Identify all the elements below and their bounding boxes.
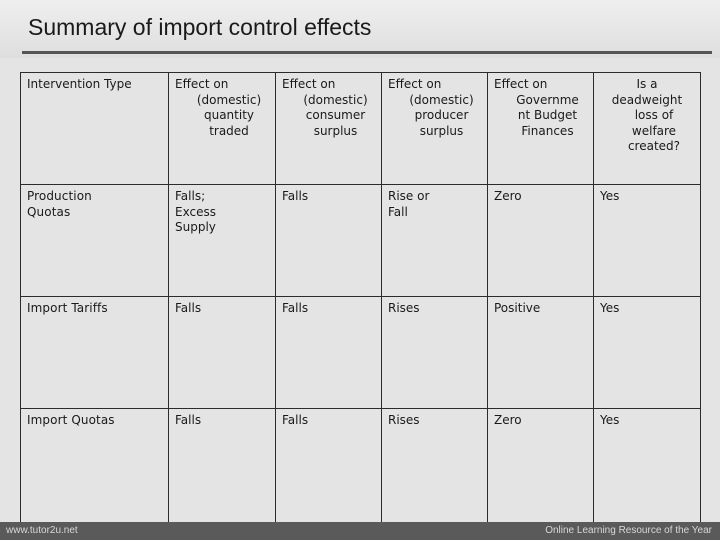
title-bar: Summary of import control effects [0, 0, 720, 58]
row-producer: Rises [381, 408, 488, 523]
row-producer: Rises [381, 296, 488, 409]
row-quantity: Falls [168, 296, 276, 409]
row-producer-line: Rises [388, 413, 420, 427]
row-producer-line: Rises [388, 301, 420, 315]
row-intervention-line: Import Quotas [27, 413, 115, 427]
row-consumer: Falls [275, 184, 382, 297]
header-producer-line: Effect on [388, 77, 442, 91]
row-intervention: Import Tariffs [20, 296, 169, 409]
row-intervention-line: Import Tariffs [27, 301, 108, 315]
table-row: Import Quotas Falls Falls Rises Zero Yes [20, 408, 701, 523]
row-quantity-line: Falls; [175, 189, 206, 203]
header-quantity-line: (domestic) [196, 92, 262, 107]
row-deadweight: Yes [593, 408, 701, 523]
header-deadweight-line: created? [627, 139, 681, 153]
row-deadweight: Yes [593, 296, 701, 409]
row-producer-line: Fall [388, 204, 408, 219]
header-government: Effect on Governme nt Budget Finances [487, 72, 594, 185]
header-deadweight-line: welfare [631, 123, 677, 138]
header-government-line: Finances [521, 123, 574, 138]
summary-table: Intervention Type Effect on (domestic) q… [20, 72, 701, 523]
header-quantity-line: quantity [203, 108, 255, 122]
header-intervention-type: Intervention Type [20, 72, 169, 185]
footer-website: www.tutor2u.net [6, 525, 78, 536]
header-quantity-line: traded [209, 123, 249, 138]
table-header-row: Intervention Type Effect on (domestic) q… [20, 72, 701, 185]
title-underline [22, 51, 712, 54]
row-government: Zero [487, 184, 594, 297]
footer-award-text: Online Learning Resource of the Year [545, 525, 712, 536]
footer-bar: www.tutor2u.net Online Learning Resource… [0, 522, 720, 540]
header-quantity: Effect on (domestic) quantity traded [168, 72, 276, 185]
table-row: Import Tariffs Falls Falls Rises Positiv… [20, 296, 701, 409]
row-producer: Rise or Fall [381, 184, 488, 297]
header-producer-line: (domestic) [409, 92, 474, 107]
row-intervention-line: Quotas [27, 204, 71, 219]
table-row: Production Quotas Falls; Excess Supply F… [20, 184, 701, 297]
header-producer-line: surplus [419, 123, 464, 138]
header-government-line: nt Budget [517, 108, 578, 122]
header-producer-line: producer [414, 108, 469, 122]
header-consumer-line: surplus [313, 123, 358, 138]
row-government: Positive [487, 296, 594, 409]
header-consumer: Effect on (domestic) consumer surplus [275, 72, 382, 185]
header-government-line: Governme [516, 92, 579, 107]
header-government-line: Effect on [494, 77, 548, 91]
header-producer: Effect on (domestic) producer surplus [381, 72, 488, 185]
header-consumer-line: consumer [305, 108, 366, 122]
header-quantity-line: Effect on [175, 77, 229, 91]
header-deadweight-line: loss of [634, 108, 674, 122]
header-deadweight-line: Is a deadweight [611, 77, 683, 107]
row-quantity: Falls [168, 408, 276, 523]
row-intervention: Production Quotas [20, 184, 169, 297]
row-intervention-line: Production [27, 189, 92, 203]
row-government: Zero [487, 408, 594, 523]
row-intervention: Import Quotas [20, 408, 169, 523]
row-consumer: Falls [275, 408, 382, 523]
row-quantity-line: Falls [175, 301, 202, 315]
slide-title: Summary of import control effects [28, 14, 372, 40]
row-quantity: Falls; Excess Supply [168, 184, 276, 297]
header-consumer-line: Effect on [282, 77, 336, 91]
header-deadweight: Is a deadweight loss of welfare created? [593, 72, 701, 185]
row-quantity-line: Excess [175, 204, 216, 219]
row-quantity-line: Falls [175, 413, 202, 427]
header-consumer-line: (domestic) [303, 92, 368, 107]
row-consumer: Falls [275, 296, 382, 409]
row-quantity-line: Supply [175, 220, 216, 234]
row-producer-line: Rise or [388, 189, 430, 203]
row-deadweight: Yes [593, 184, 701, 297]
